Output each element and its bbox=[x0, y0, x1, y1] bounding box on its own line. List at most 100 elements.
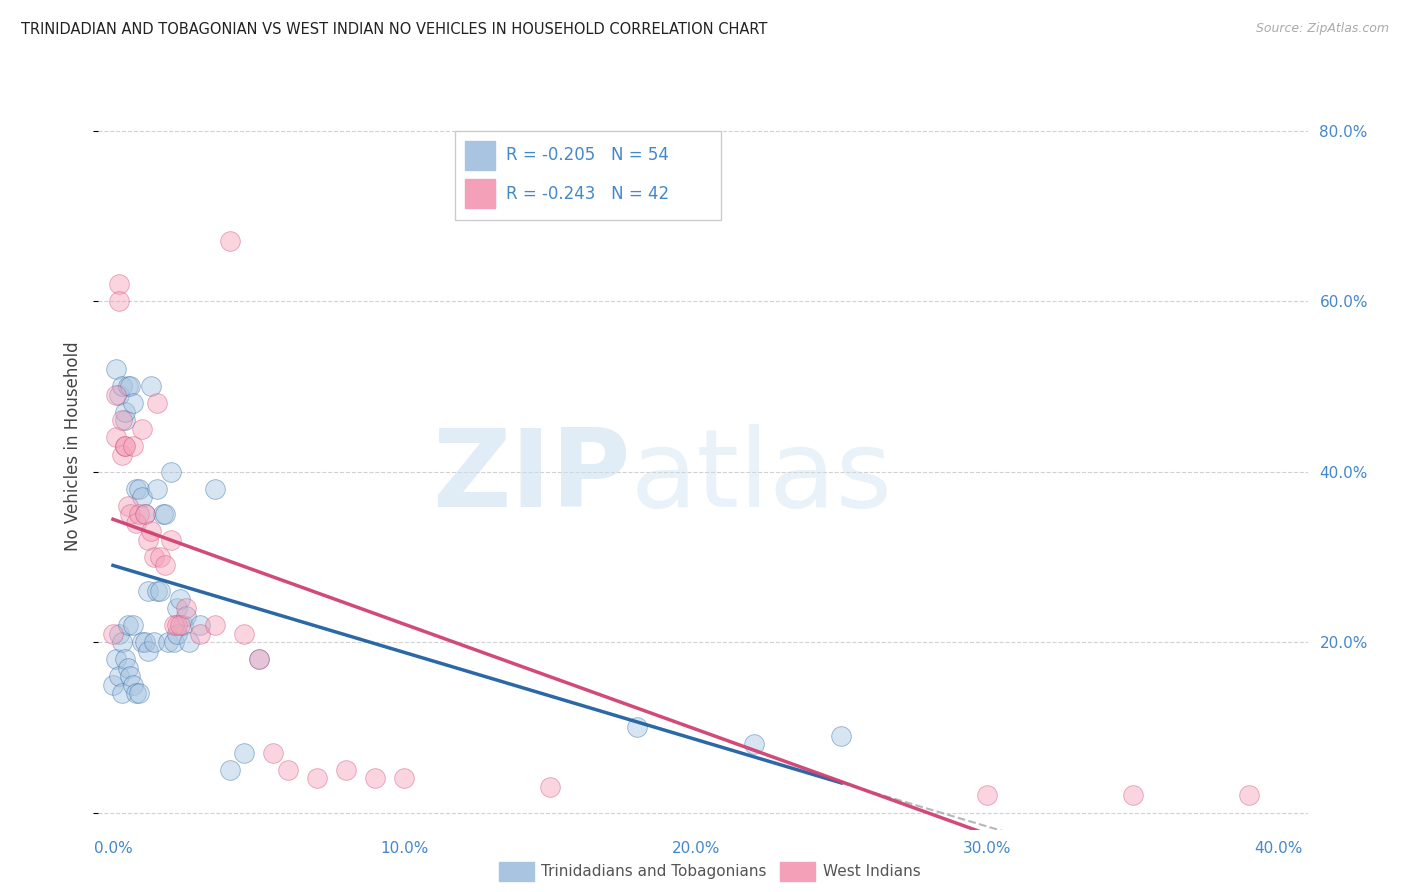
Point bbox=[111, 686, 134, 700]
Point bbox=[117, 379, 139, 393]
Point bbox=[117, 499, 139, 513]
FancyBboxPatch shape bbox=[456, 131, 721, 219]
Text: Source: ZipAtlas.com: Source: ZipAtlas.com bbox=[1256, 22, 1389, 36]
Point bbox=[101, 626, 124, 640]
Point bbox=[122, 439, 145, 453]
Point bbox=[157, 635, 180, 649]
Point bbox=[160, 533, 183, 547]
Point bbox=[169, 618, 191, 632]
Point bbox=[125, 686, 148, 700]
Point bbox=[131, 422, 153, 436]
FancyBboxPatch shape bbox=[465, 141, 495, 169]
Text: R = -0.205   N = 54: R = -0.205 N = 54 bbox=[506, 146, 669, 164]
Point bbox=[394, 772, 416, 786]
Point bbox=[114, 439, 136, 453]
Point bbox=[117, 618, 139, 632]
Point bbox=[364, 772, 387, 786]
Point bbox=[155, 558, 177, 573]
Point bbox=[134, 635, 156, 649]
Point bbox=[204, 618, 226, 632]
Point bbox=[155, 507, 177, 521]
Text: ZIP: ZIP bbox=[432, 424, 630, 530]
Point bbox=[131, 490, 153, 504]
Point bbox=[233, 626, 256, 640]
Point bbox=[108, 388, 131, 402]
Point bbox=[247, 652, 270, 666]
Point bbox=[976, 789, 998, 803]
Point bbox=[145, 482, 167, 496]
Point bbox=[111, 413, 134, 427]
Point bbox=[262, 746, 284, 760]
Point bbox=[247, 652, 270, 666]
Point bbox=[174, 601, 197, 615]
Point bbox=[114, 413, 136, 427]
Point bbox=[134, 507, 156, 521]
Point bbox=[108, 277, 131, 291]
Point bbox=[1239, 789, 1261, 803]
Point bbox=[136, 533, 159, 547]
Point bbox=[163, 618, 186, 632]
Point bbox=[172, 618, 194, 632]
Point bbox=[120, 507, 142, 521]
FancyBboxPatch shape bbox=[465, 179, 495, 208]
Point bbox=[131, 635, 153, 649]
Point bbox=[166, 626, 188, 640]
Point bbox=[139, 524, 162, 539]
Point bbox=[128, 482, 150, 496]
Point bbox=[117, 660, 139, 674]
Point bbox=[190, 626, 212, 640]
Point bbox=[166, 618, 188, 632]
Point bbox=[204, 482, 226, 496]
Point bbox=[108, 294, 131, 309]
Text: atlas: atlas bbox=[630, 424, 893, 530]
Point bbox=[145, 396, 167, 410]
Point bbox=[190, 618, 212, 632]
Point bbox=[626, 720, 648, 734]
Point bbox=[233, 746, 256, 760]
Point bbox=[101, 678, 124, 692]
Point bbox=[145, 583, 167, 598]
Point bbox=[218, 235, 240, 249]
Point bbox=[114, 405, 136, 419]
Text: Trinidadians and Tobagonians: Trinidadians and Tobagonians bbox=[541, 864, 766, 879]
Point bbox=[122, 618, 145, 632]
Point bbox=[114, 439, 136, 453]
Point bbox=[104, 430, 127, 444]
Point bbox=[305, 772, 328, 786]
Point bbox=[111, 379, 134, 393]
Text: R = -0.243   N = 42: R = -0.243 N = 42 bbox=[506, 185, 669, 202]
Point bbox=[218, 763, 240, 777]
Point bbox=[111, 635, 134, 649]
Point bbox=[142, 635, 165, 649]
Point bbox=[111, 448, 134, 462]
Point bbox=[108, 626, 131, 640]
Point bbox=[120, 379, 142, 393]
Point bbox=[169, 592, 191, 607]
Point bbox=[742, 737, 765, 751]
Point bbox=[1122, 789, 1144, 803]
Point bbox=[163, 635, 186, 649]
Point bbox=[120, 669, 142, 683]
Point bbox=[125, 516, 148, 530]
Point bbox=[177, 635, 200, 649]
Point bbox=[136, 643, 159, 657]
Point bbox=[128, 686, 150, 700]
Point bbox=[104, 388, 127, 402]
Point bbox=[104, 652, 127, 666]
Point bbox=[142, 549, 165, 564]
Point bbox=[335, 763, 357, 777]
Point bbox=[104, 362, 127, 376]
Point bbox=[134, 507, 156, 521]
Point bbox=[108, 669, 131, 683]
Text: West Indians: West Indians bbox=[823, 864, 921, 879]
Point bbox=[125, 482, 148, 496]
Y-axis label: No Vehicles in Household: No Vehicles in Household bbox=[65, 341, 83, 551]
Point bbox=[122, 396, 145, 410]
Point bbox=[277, 763, 299, 777]
Point bbox=[122, 678, 145, 692]
Point bbox=[136, 583, 159, 598]
Point bbox=[139, 379, 162, 393]
Point bbox=[160, 465, 183, 479]
Text: TRINIDADIAN AND TOBAGONIAN VS WEST INDIAN NO VEHICLES IN HOUSEHOLD CORRELATION C: TRINIDADIAN AND TOBAGONIAN VS WEST INDIA… bbox=[21, 22, 768, 37]
Point bbox=[128, 507, 150, 521]
